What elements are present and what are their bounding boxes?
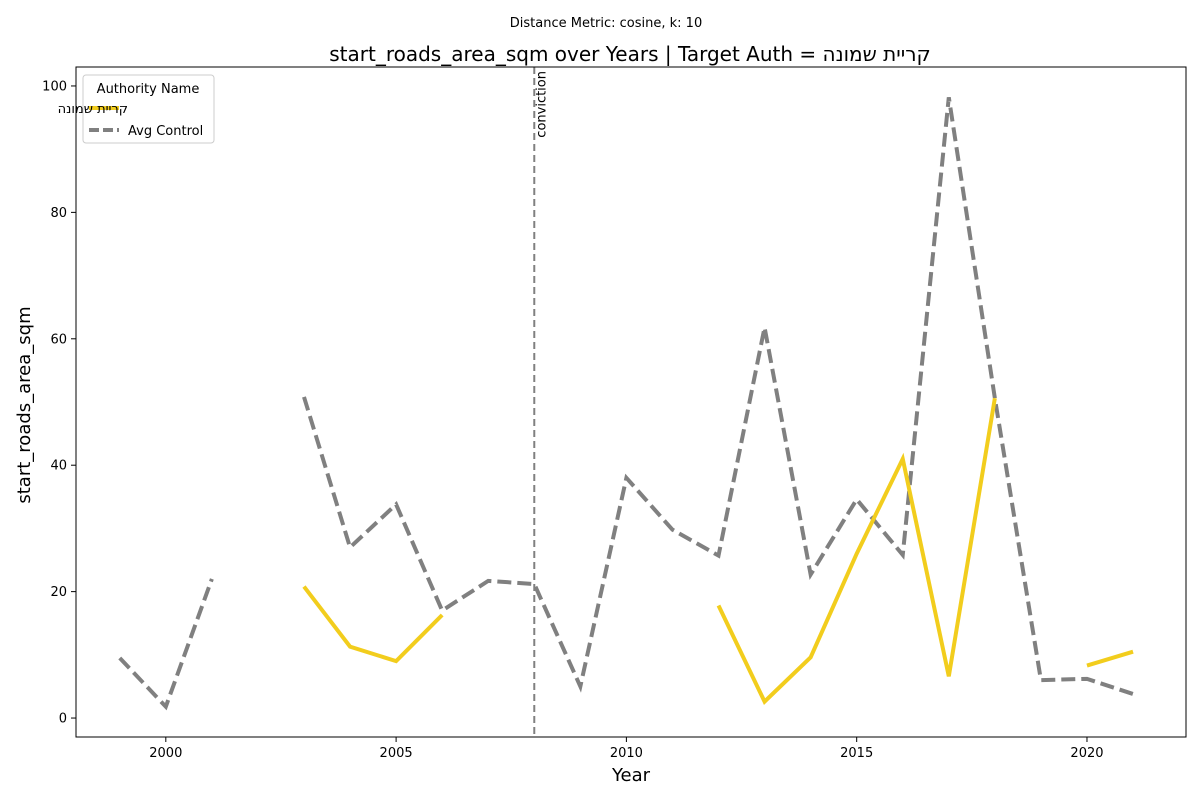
x-tick-label: 2020 — [1070, 746, 1103, 761]
y-tick-label: 20 — [50, 585, 67, 600]
y-tick-label: 60 — [50, 332, 67, 347]
plot-frame — [75, 66, 1187, 738]
x-tick-label: 2010 — [610, 746, 643, 761]
y-tick-label: 80 — [50, 206, 67, 221]
chart-suptitle: Distance Metric: cosine, k: 10 — [510, 16, 702, 31]
conviction-label: conviction — [534, 71, 549, 138]
legend: Authority Name קריית שמונה Avg Control — [58, 74, 215, 144]
legend-label-control: Avg Control — [128, 124, 203, 139]
y-tick-label: 0 — [59, 712, 67, 727]
plot-area — [76, 67, 1186, 737]
legend-box — [82, 74, 215, 144]
series-line-target — [716, 397, 997, 705]
legend-label-target: קריית שמונה — [58, 102, 128, 117]
x-axis-label: Year — [611, 765, 651, 786]
x-tick-label: 2005 — [380, 746, 413, 761]
y-axis-ticks: 0 20 40 60 80 100 — [42, 79, 76, 727]
legend-title: Authority Name — [97, 82, 200, 97]
chart-title: start_roads_area_sqm over Years | Target… — [329, 42, 930, 66]
series-layer — [118, 97, 1134, 711]
y-tick-label: 40 — [50, 459, 67, 474]
series-line-control — [118, 578, 214, 711]
y-axis-label: start_roads_area_sqm — [14, 306, 35, 503]
y-tick-label: 100 — [42, 79, 67, 94]
series-line-target — [1086, 649, 1134, 668]
x-tick-label: 2000 — [149, 746, 182, 761]
x-axis-ticks: 2000 2005 2010 2015 2020 — [149, 737, 1104, 761]
series-line-target — [302, 585, 444, 664]
x-tick-label: 2015 — [840, 746, 873, 761]
